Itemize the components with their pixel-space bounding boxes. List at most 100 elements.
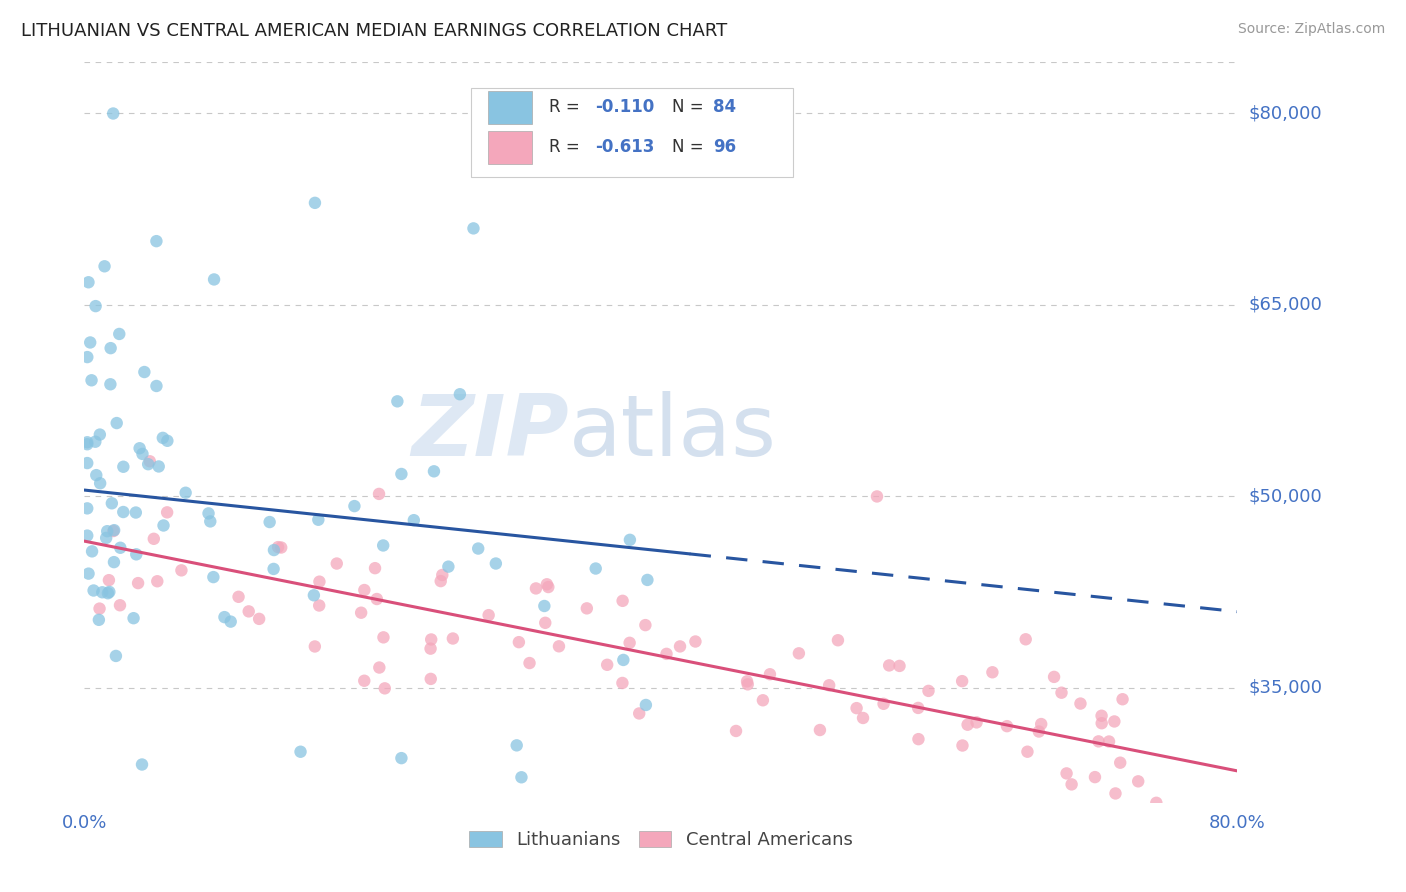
- Legend: Lithuanians, Central Americans: Lithuanians, Central Americans: [463, 824, 859, 856]
- Point: [108, 326, 131, 341]
- Text: LITHUANIAN VS CENTRAL AMERICAN MEDIAN EARNINGS CORRELATION CHART: LITHUANIAN VS CENTRAL AMERICAN MEDIAN EA…: [21, 22, 727, 40]
- Point: [889, 659, 911, 673]
- Point: [110, 541, 132, 555]
- Point: [423, 464, 446, 478]
- Point: [97, 586, 120, 600]
- Point: [669, 640, 692, 654]
- Point: [818, 678, 841, 692]
- Point: [981, 665, 1004, 680]
- Point: [93, 260, 115, 274]
- Point: [146, 574, 169, 589]
- Point: [373, 539, 395, 553]
- Point: [353, 673, 375, 688]
- Point: [548, 640, 571, 654]
- Text: N =: N =: [672, 138, 709, 156]
- Text: 96: 96: [713, 138, 735, 156]
- Point: [619, 636, 641, 650]
- Text: Source: ZipAtlas.com: Source: ZipAtlas.com: [1237, 22, 1385, 37]
- Point: [478, 608, 501, 623]
- Point: [619, 533, 641, 547]
- Point: [1031, 717, 1053, 731]
- Point: [105, 416, 128, 430]
- Point: [1017, 745, 1039, 759]
- Text: ZIP: ZIP: [411, 391, 568, 475]
- Point: [1091, 716, 1114, 731]
- Point: [125, 547, 148, 561]
- Point: [89, 476, 111, 491]
- Point: [1060, 777, 1083, 791]
- Point: [506, 739, 529, 753]
- Point: [87, 613, 110, 627]
- Point: [389, 467, 412, 481]
- Point: [270, 541, 292, 555]
- Point: [142, 532, 165, 546]
- Point: [247, 612, 270, 626]
- Point: [845, 701, 868, 715]
- Point: [634, 698, 657, 712]
- Point: [89, 601, 111, 615]
- Point: [128, 442, 150, 456]
- Point: [534, 615, 557, 630]
- Point: [752, 693, 775, 707]
- Point: [76, 501, 98, 516]
- Point: [537, 580, 560, 594]
- Point: [585, 561, 607, 575]
- Point: [197, 507, 219, 521]
- Point: [852, 711, 875, 725]
- Point: [145, 234, 167, 248]
- Point: [735, 674, 758, 689]
- Point: [391, 751, 413, 765]
- Point: [76, 350, 98, 364]
- Point: [1144, 796, 1167, 810]
- Point: [1104, 714, 1126, 729]
- Point: [134, 365, 156, 379]
- Point: [866, 490, 889, 504]
- Point: [1028, 724, 1050, 739]
- Point: [76, 456, 98, 470]
- Point: [724, 723, 747, 738]
- Point: [437, 559, 460, 574]
- Text: $35,000: $35,000: [1249, 679, 1323, 697]
- Point: [80, 373, 103, 387]
- Point: [79, 335, 101, 350]
- Point: [89, 427, 111, 442]
- Point: [402, 513, 425, 527]
- Point: [877, 658, 900, 673]
- Point: [787, 646, 810, 660]
- Point: [429, 574, 451, 588]
- Point: [1015, 632, 1038, 647]
- Point: [1069, 697, 1091, 711]
- Point: [827, 633, 849, 648]
- Point: [98, 585, 121, 599]
- Point: [127, 576, 149, 591]
- Point: [872, 697, 894, 711]
- Point: [103, 524, 125, 538]
- Point: [308, 599, 330, 613]
- Point: [76, 528, 98, 542]
- Point: [152, 518, 174, 533]
- Point: [125, 506, 148, 520]
- Point: [326, 557, 349, 571]
- Text: -0.613: -0.613: [595, 138, 654, 156]
- Point: [136, 457, 159, 471]
- Point: [267, 540, 290, 554]
- FancyBboxPatch shape: [488, 130, 531, 164]
- Point: [420, 632, 443, 647]
- Point: [1043, 670, 1066, 684]
- Point: [76, 435, 98, 450]
- Point: [101, 496, 124, 510]
- Point: [636, 573, 658, 587]
- Point: [596, 657, 619, 672]
- Point: [419, 641, 441, 656]
- Text: atlas: atlas: [568, 391, 776, 475]
- Point: [139, 454, 162, 468]
- FancyBboxPatch shape: [488, 91, 531, 124]
- Point: [387, 394, 409, 409]
- Point: [108, 599, 131, 613]
- Point: [112, 505, 135, 519]
- Point: [1109, 756, 1132, 770]
- Point: [519, 656, 541, 670]
- Point: [219, 615, 242, 629]
- Point: [952, 739, 974, 753]
- Point: [350, 606, 373, 620]
